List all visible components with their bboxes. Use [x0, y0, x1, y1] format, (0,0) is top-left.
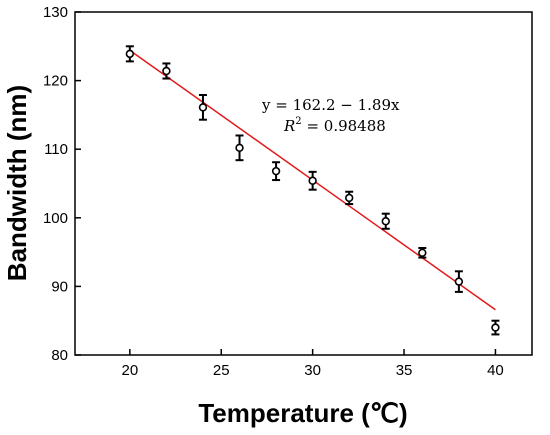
- data-point: [162, 62, 171, 80]
- data-point: [235, 134, 244, 162]
- data-point: [491, 319, 500, 336]
- r-squared-superscript: 2: [295, 116, 301, 127]
- r-squared-label: R: [283, 117, 295, 135]
- x-tick-label: 25: [213, 362, 230, 379]
- data-point: [125, 45, 135, 63]
- point-marker: [198, 103, 208, 112]
- data-point: [418, 246, 427, 259]
- x-tick-label: 40: [487, 362, 504, 379]
- y-tick-label: 130: [43, 4, 68, 21]
- y-tick-label: 120: [43, 73, 68, 90]
- point-marker: [491, 323, 500, 332]
- plot-frame: [74, 11, 533, 356]
- fit-equation: y = 162.2 − 1.89x: [261, 96, 400, 114]
- y-axis-title: Bandwidth (nm): [2, 85, 32, 281]
- data-point: [198, 94, 208, 121]
- x-tick-label: 35: [396, 362, 413, 379]
- y-tick-label: 90: [51, 278, 68, 295]
- x-tick-label: 20: [121, 362, 138, 379]
- data-points: [125, 45, 500, 336]
- r-squared-value: = 0.98488: [302, 117, 386, 135]
- point-marker: [454, 277, 464, 286]
- data-point: [308, 170, 317, 191]
- point-marker: [271, 166, 281, 176]
- data-point: [381, 212, 390, 230]
- point-marker: [381, 217, 390, 226]
- x-tick-label: 30: [304, 362, 321, 379]
- point-marker: [235, 143, 244, 153]
- point-marker: [125, 49, 135, 59]
- point-marker: [345, 193, 354, 203]
- point-marker: [308, 176, 317, 185]
- y-tick-label: 100: [43, 210, 68, 227]
- point-marker: [418, 248, 427, 257]
- point-marker: [162, 66, 171, 76]
- y-tick-label: 80: [51, 347, 68, 364]
- fit-r-squared: R2 = 0.98488: [283, 116, 386, 135]
- data-point: [271, 161, 281, 182]
- data-point: [454, 270, 464, 293]
- y-tick-label: 110: [44, 141, 68, 158]
- x-axis-title: Temperature (℃): [198, 398, 407, 428]
- data-point: [345, 190, 354, 206]
- axis-ticks: 20 25 30 35 40 80 90 100 110 120 130: [43, 4, 504, 379]
